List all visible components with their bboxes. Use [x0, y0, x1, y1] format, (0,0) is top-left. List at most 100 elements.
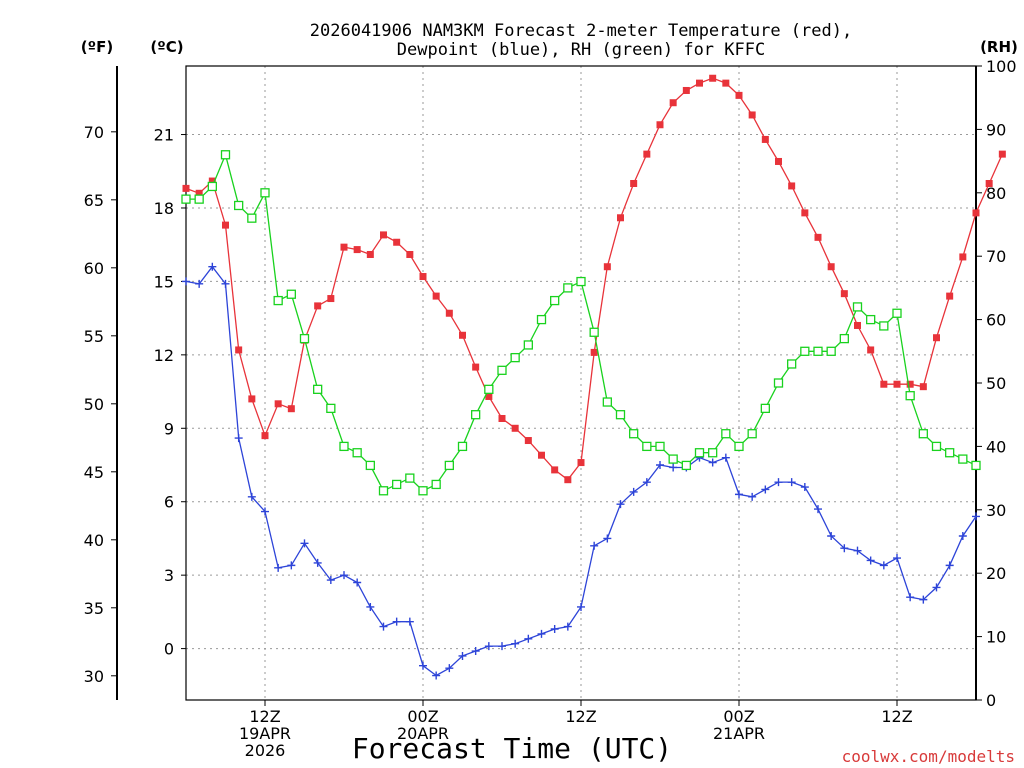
- dewpoint-point: [814, 505, 822, 514]
- dewpoint-point: [392, 617, 401, 626]
- temperature-point: [919, 383, 927, 391]
- relative-humidity-point: [655, 441, 665, 452]
- temperature-point: [340, 243, 348, 251]
- dewpoint-point: [195, 279, 204, 288]
- dewpoint-point: [656, 461, 664, 470]
- relative-humidity-point: [510, 352, 520, 363]
- relative-humidity-point: [550, 295, 560, 306]
- temperature-point: [827, 263, 835, 271]
- dewpoint-point: [919, 595, 928, 604]
- temperature-point: [893, 380, 901, 388]
- temperature-point: [182, 184, 190, 192]
- relative-humidity-point: [681, 460, 691, 471]
- relative-humidity-point: [879, 321, 889, 331]
- dewpoint-point: [893, 554, 901, 563]
- relative-humidity-point: [247, 213, 257, 223]
- dewpoint-point: [445, 664, 454, 673]
- temperature-point: [906, 380, 914, 388]
- dewpoint-point: [366, 602, 375, 611]
- dewpoint-point: [471, 647, 480, 656]
- rh-tick-label: 10: [986, 628, 1006, 647]
- data-series: [181, 74, 1006, 680]
- relative-humidity-point: [694, 448, 705, 458]
- relative-humidity-point: [787, 359, 797, 369]
- relative-humidity-point: [431, 479, 441, 490]
- dewpoint-point: [340, 571, 348, 580]
- dewpoint-point: [735, 490, 743, 499]
- x-tick-label: 12Z: [565, 707, 596, 726]
- axis-ticks: 0 3 6 9 12 15 18 21 30 35 40 45 50 55 60 65 70 0 10 20 30 40 5…: [84, 57, 1017, 760]
- temperature-point: [327, 295, 335, 303]
- relative-humidity-point: [773, 378, 784, 388]
- relative-humidity-point: [207, 181, 217, 192]
- dewpoint-point: [879, 561, 888, 570]
- celsius-tick-label: 0: [164, 640, 174, 659]
- relative-humidity-point: [800, 346, 810, 356]
- dewpoint-point: [234, 434, 243, 443]
- celsius-tick-label: 6: [164, 493, 174, 512]
- temperature-point: [366, 250, 374, 258]
- relative-humidity-point: [234, 200, 244, 211]
- x-axis-label: Forecast Time (UTC): [352, 732, 672, 765]
- relative-humidity-point: [497, 365, 507, 375]
- rh-tick-label: 40: [986, 437, 1006, 456]
- relative-humidity-point: [484, 384, 494, 394]
- relative-humidity-point: [299, 333, 310, 344]
- relative-humidity-point: [629, 429, 639, 439]
- temperature-point: [222, 221, 229, 229]
- relative-humidity-point: [286, 289, 296, 299]
- dewpoint-point: [590, 541, 599, 550]
- relative-humidity-point: [747, 429, 757, 439]
- dewpoint-point: [972, 512, 980, 521]
- temperature-point: [643, 150, 651, 158]
- temperature-point: [656, 121, 664, 129]
- x-tick-label: 00Z: [723, 707, 754, 726]
- dewpoint-point: [616, 500, 625, 509]
- temperature-line: [185, 77, 1003, 481]
- dewpoint-point: [945, 561, 954, 570]
- temperature-point: [459, 331, 466, 339]
- relative-humidity-point: [536, 314, 547, 325]
- dewpoint-point: [313, 558, 322, 567]
- rh-tick-label: 60: [986, 311, 1006, 330]
- relative-humidity-point: [852, 302, 863, 312]
- relative-humidity-point: [444, 460, 454, 471]
- relative-humidity-point: [181, 194, 191, 204]
- fahrenheit-tick-label: 35: [84, 599, 104, 618]
- relative-humidity-point: [352, 448, 362, 458]
- relative-humidity-point: [931, 441, 942, 452]
- fahrenheit-tick-label: 45: [84, 463, 104, 482]
- relative-humidity-point: [339, 441, 349, 452]
- dewpoint-point: [524, 634, 533, 643]
- relative-humidity-point: [826, 346, 836, 356]
- relative-humidity-point: [642, 441, 652, 452]
- temperature-point: [432, 292, 440, 300]
- dewpoint-point: [419, 661, 427, 670]
- rh-tick-label: 30: [986, 501, 1006, 520]
- temperature-point: [538, 451, 545, 459]
- dewpoint-point: [300, 539, 309, 548]
- dewpoint-point: [458, 651, 467, 660]
- rh-tick-label: 80: [986, 184, 1006, 203]
- relative-humidity-point: [194, 194, 204, 204]
- relative-humidity-point: [457, 441, 468, 452]
- temperature-point: [603, 263, 611, 271]
- rh-unit-label: (RH): [980, 38, 1018, 56]
- gridlines: [186, 66, 976, 700]
- temperature-point: [761, 135, 769, 143]
- relative-humidity-point: [602, 397, 612, 407]
- x-tick-label: 21APR: [713, 724, 765, 743]
- dewpoint-point: [326, 576, 335, 585]
- temperature-point: [590, 348, 598, 356]
- dewpoint-point: [642, 478, 651, 487]
- temperature-point: [985, 179, 993, 187]
- temperature-point: [735, 91, 743, 99]
- dewpoint-point: [866, 556, 875, 565]
- relative-humidity-point: [378, 486, 389, 496]
- x-tick-label: 12Z: [249, 707, 280, 726]
- dewpoint-point: [853, 546, 862, 555]
- fahrenheit-tick-label: 60: [84, 259, 104, 278]
- temperature-point: [577, 459, 585, 467]
- dewpoint-point: [827, 531, 836, 540]
- dewpoint-point: [484, 642, 493, 651]
